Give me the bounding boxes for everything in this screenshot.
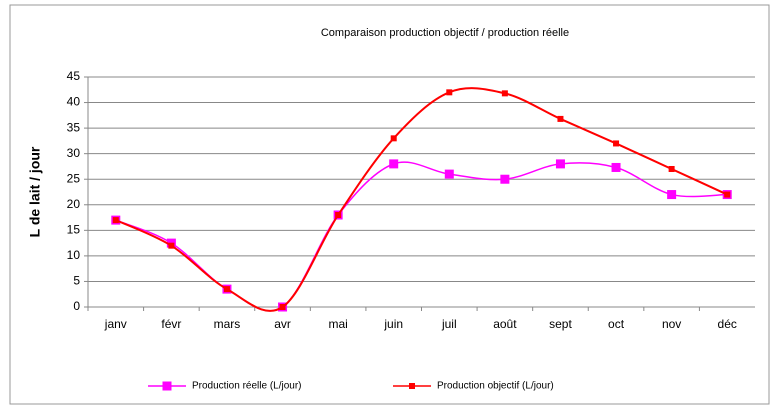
x-tick-label: avr xyxy=(274,317,291,331)
series-marker xyxy=(223,286,230,293)
y-tick-label: 30 xyxy=(67,146,81,160)
y-tick-label: 25 xyxy=(67,171,81,185)
legend-marker xyxy=(409,383,415,389)
series-marker xyxy=(613,140,620,147)
series-marker xyxy=(390,135,397,142)
x-tick-label: févr xyxy=(161,317,181,331)
x-tick-label: janv xyxy=(104,317,127,331)
series-marker xyxy=(279,304,286,310)
series-marker xyxy=(501,90,508,97)
x-tick-label: déc xyxy=(718,317,737,331)
series-marker xyxy=(724,191,731,198)
x-tick-label: oct xyxy=(608,317,625,331)
chart-title: Comparaison production objectif / produc… xyxy=(321,27,569,39)
x-tick-label: juil xyxy=(441,317,457,331)
series-marker xyxy=(389,159,399,169)
x-tick-label: juin xyxy=(383,317,403,331)
legend-marker xyxy=(162,381,172,391)
y-tick-label: 35 xyxy=(67,120,81,134)
series-marker xyxy=(335,212,342,218)
series-marker xyxy=(168,242,175,249)
y-tick-label: 20 xyxy=(67,197,81,211)
series-marker xyxy=(611,162,621,172)
series-marker xyxy=(446,89,453,96)
y-axis-label: L de lait / jour xyxy=(27,146,43,237)
y-tick-label: 15 xyxy=(67,223,81,237)
x-tick-label: mars xyxy=(214,317,241,331)
series-marker xyxy=(444,169,454,179)
y-tick-label: 10 xyxy=(67,248,81,262)
series-marker xyxy=(112,217,119,224)
x-tick-label: mai xyxy=(328,317,347,331)
series-marker xyxy=(557,115,564,122)
y-tick-label: 40 xyxy=(67,95,81,109)
y-tick-label: 5 xyxy=(73,274,80,288)
legend-label: Production réelle (L/jour) xyxy=(192,381,302,392)
series-marker xyxy=(668,166,675,172)
x-tick-label: août xyxy=(493,317,517,331)
y-tick-label: 0 xyxy=(73,299,80,313)
series-marker xyxy=(667,190,677,200)
x-tick-label: nov xyxy=(662,317,681,331)
legend-label: Production objectif (L/jour) xyxy=(437,381,554,392)
y-tick-label: 45 xyxy=(67,69,81,83)
series-marker xyxy=(500,174,510,184)
x-tick-label: sept xyxy=(549,317,572,331)
series-marker xyxy=(555,159,565,169)
